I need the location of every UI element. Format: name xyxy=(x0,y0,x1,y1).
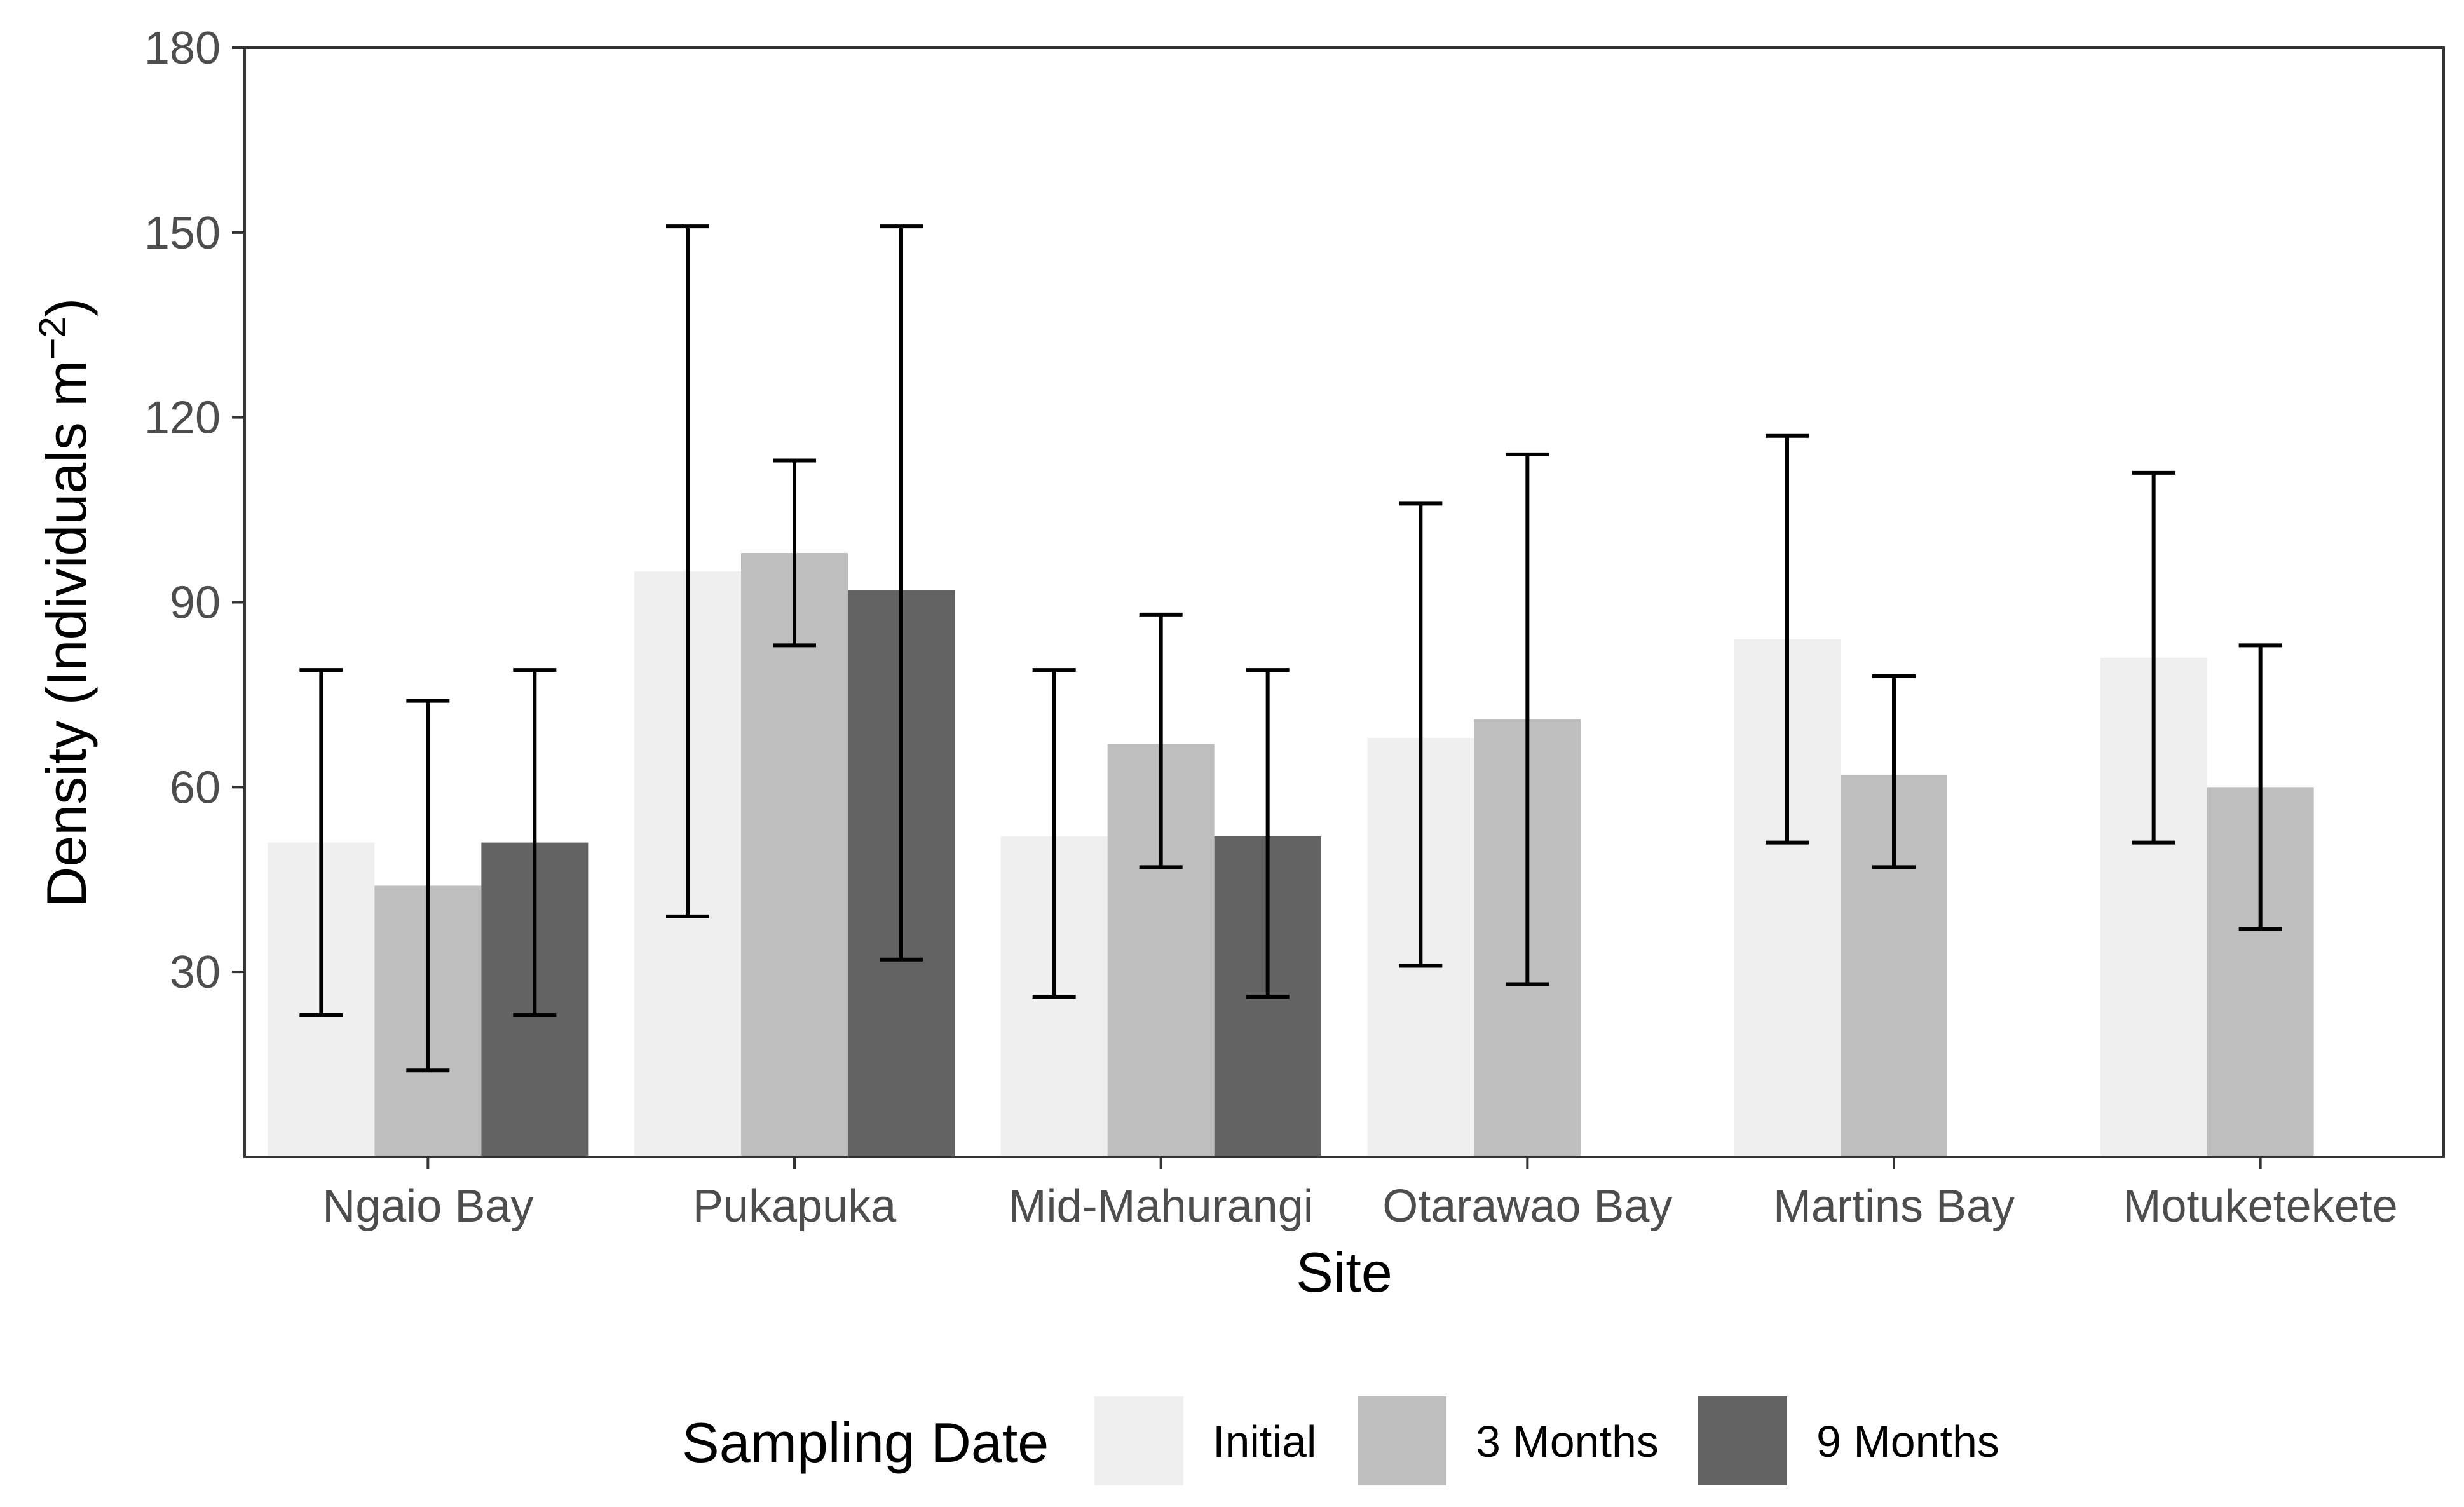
y-tick-label: 90 xyxy=(170,578,221,629)
x-tick-label: Motuketekete xyxy=(2123,1181,2398,1232)
error-bar-pukapuka-3-months xyxy=(773,458,816,648)
x-tick-label: Ngaio Bay xyxy=(322,1181,533,1232)
y-tick-label: 120 xyxy=(144,393,221,444)
y-tick-label: 180 xyxy=(144,23,221,74)
legend-key-initial xyxy=(1094,1396,1183,1485)
error-bar-otarawao-bay-3-months xyxy=(1506,452,1549,986)
error-bar-motuketekete-initial xyxy=(2132,470,2175,845)
error-bar-ngaio-bay-initial xyxy=(299,668,343,1018)
legend-label-9-months: 9 Months xyxy=(1816,1417,1999,1466)
error-bar-pukapuka-initial xyxy=(666,224,709,918)
error-bar-ngaio-bay-3-months xyxy=(406,699,450,1073)
error-bar-mid-mahurangi-initial xyxy=(1032,668,1076,999)
legend-label-3-months: 3 Months xyxy=(1476,1417,1659,1466)
legend-title: Sampling Date xyxy=(682,1411,1049,1474)
x-tick-label: Martins Bay xyxy=(1773,1181,2015,1232)
y-axis-title: Density (Individuals m−2) xyxy=(31,298,98,907)
x-tick-label: Mid-Mahurangi xyxy=(1009,1181,1314,1232)
bar-pukapuka-3-months xyxy=(741,552,848,1157)
x-tick-label: Pukapuka xyxy=(693,1181,897,1232)
x-tick-label: Otarawao Bay xyxy=(1382,1181,1672,1232)
error-bar-mid-mahurangi-9-months xyxy=(1246,668,1290,999)
error-bar-ngaio-bay-9-months xyxy=(513,668,557,1018)
y-tick-label: 60 xyxy=(170,762,221,813)
error-bar-motuketekete-3-months xyxy=(2238,643,2282,931)
legend: Sampling Date Initial 3 Months 9 Months xyxy=(682,1396,1999,1485)
y-tick-label: 30 xyxy=(170,947,221,998)
error-bar-otarawao-bay-initial xyxy=(1399,501,1443,968)
legend-key-3-months xyxy=(1358,1396,1446,1485)
x-axis-title: Site xyxy=(1296,1241,1392,1304)
error-bar-mid-mahurangi-3-months xyxy=(1139,612,1183,869)
legend-label-initial: Initial xyxy=(1213,1417,1316,1466)
legend-key-9-months xyxy=(1698,1396,1787,1485)
y-tick-label: 150 xyxy=(144,208,221,259)
error-bar-martins-bay-initial xyxy=(1766,433,1809,845)
error-bar-pukapuka-9-months xyxy=(880,224,923,962)
error-bar-martins-bay-3-months xyxy=(1872,674,1916,869)
